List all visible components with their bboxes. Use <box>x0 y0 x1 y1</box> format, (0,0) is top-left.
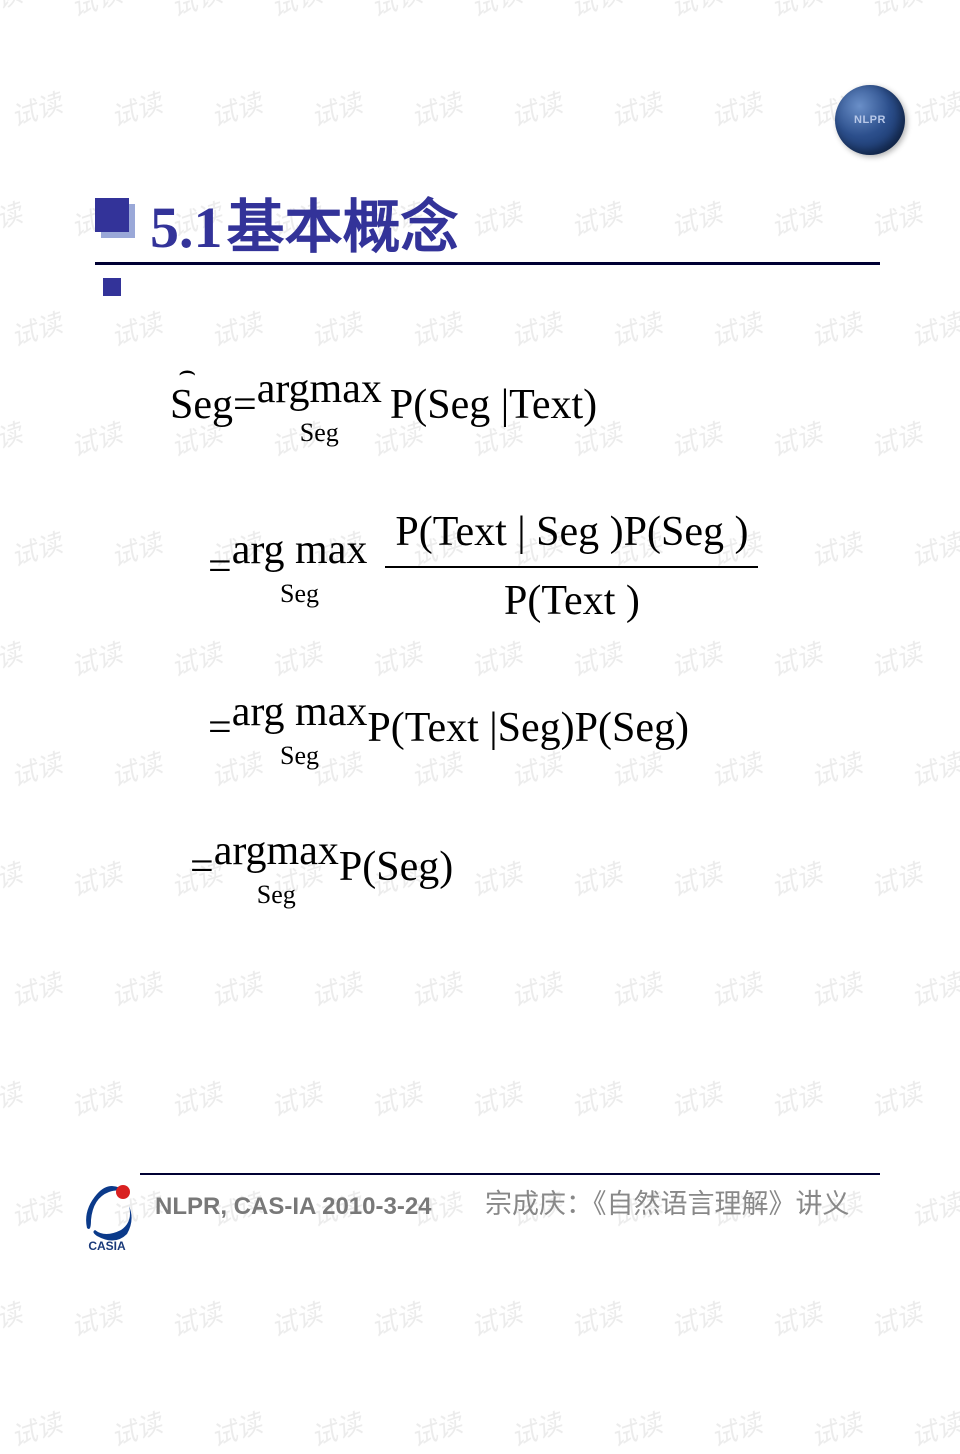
footer-divider <box>140 1173 880 1175</box>
argmax-sub: Seg <box>300 415 339 451</box>
eq: = <box>208 538 232 597</box>
footer-left: NLPR, CAS-IA 2010-3-24 <box>155 1193 432 1221</box>
argmax-sub: Seg <box>257 877 296 913</box>
watermark-text: 试读 <box>6 1403 67 1454</box>
eq: = <box>190 838 214 897</box>
fraction-denominator: P(Text ) <box>494 568 650 635</box>
argmax-op: argmax <box>214 822 339 881</box>
footer-right: 宗成庆：《自然语言理解》讲义 <box>485 1182 850 1221</box>
title-block: 5.1基本概念 <box>95 180 459 264</box>
watermark-text: 试读 <box>106 1403 167 1454</box>
argmax-sub: Seg <box>280 738 319 774</box>
watermark-text: 试读 <box>306 1403 367 1454</box>
watermark-text: 试读 <box>606 1403 667 1454</box>
formula-block: ⌢ Seg = argmax Seg P(Seg |Text) = arg ma… <box>170 360 870 961</box>
formula-line-4: = argmax Seg P(Seg) <box>170 822 870 913</box>
title-underline <box>95 262 880 265</box>
formula-line-2: = arg max Seg P(Text | Seg )P(Seg ) P(Te… <box>170 499 870 635</box>
argmax-op: argmax <box>257 360 382 419</box>
eq: = <box>208 699 232 758</box>
rhs: P(Seg) <box>339 838 453 897</box>
rhs: P(Seg |Text) <box>390 376 597 435</box>
watermark-text: 试读 <box>706 1403 767 1454</box>
watermark-text: 试读 <box>406 1403 467 1454</box>
title-subbullet-icon <box>103 278 121 296</box>
title-number: 5.1 <box>150 195 223 260</box>
nlpr-logo: NLPR <box>835 85 905 155</box>
rhs: P(Text |Seg)P(Seg) <box>367 699 689 758</box>
fraction-numerator: P(Text | Seg )P(Seg ) <box>385 499 758 566</box>
watermark-text: 试读 <box>906 1403 960 1454</box>
argmax-op: arg max <box>232 521 368 580</box>
page-title: 5.1基本概念 <box>150 180 459 264</box>
title-text: 基本概念 <box>227 195 459 260</box>
watermark-text: 试读 <box>506 1403 567 1454</box>
watermark-text: 试读 <box>806 1403 867 1454</box>
argmax-sub: Seg <box>280 576 319 612</box>
fraction: P(Text | Seg )P(Seg ) P(Text ) <box>385 499 758 635</box>
nlpr-logo-label: NLPR <box>854 114 886 126</box>
eq: = <box>233 376 257 435</box>
casia-label: CASIA <box>88 1239 126 1252</box>
casia-logo: CASIA <box>75 1180 139 1252</box>
watermark-text: 试读 <box>206 1403 267 1454</box>
title-bullet-icon <box>95 198 129 232</box>
hat-accent: ⌢ <box>178 352 196 391</box>
formula-line-1: ⌢ Seg = argmax Seg P(Seg |Text) <box>170 360 870 451</box>
slide: NLPR 5.1基本概念 ⌢ Seg = argmax Seg P(Seg |T… <box>0 0 960 1357</box>
formula-line-3: = arg max Seg P(Text |Seg)P(Seg) <box>170 683 870 774</box>
argmax-op: arg max <box>232 683 368 742</box>
